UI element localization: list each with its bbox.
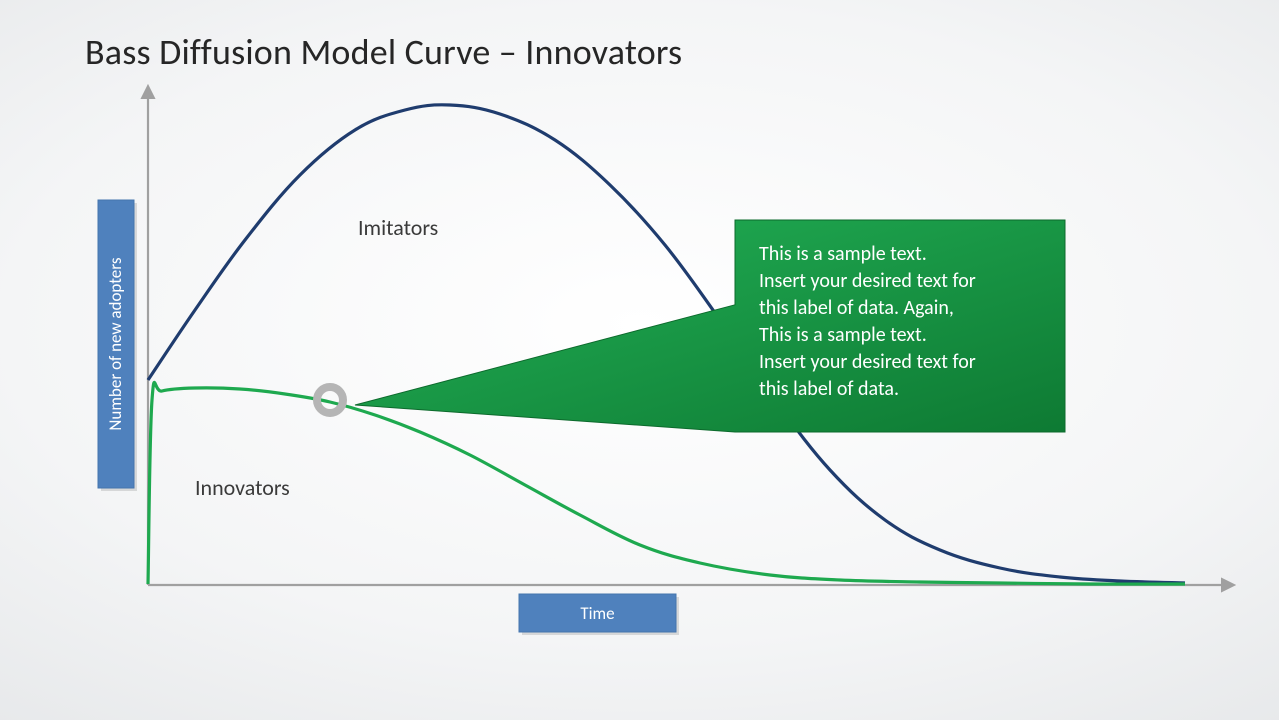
slide: Bass Diffusion Model Curve – Innovators … (0, 0, 1279, 720)
callout-line: Insert your desired text for (759, 269, 976, 293)
data-point-marker (317, 387, 343, 413)
callout-line: this label of data. Again, (759, 296, 954, 320)
callout-box (355, 220, 1065, 432)
y-axis-label: Number of new adopters (105, 257, 126, 430)
callout-line: This is a sample text. (759, 242, 927, 266)
callout-line: this label of data. (759, 377, 899, 401)
bass-diffusion-chart: Imitators Innovators This is a sample te… (0, 0, 1279, 720)
innovators-label: Innovators (195, 474, 290, 501)
callout-line: Insert your desired text for (759, 350, 976, 374)
x-axis-label: Time (580, 603, 614, 624)
imitators-label: Imitators (358, 214, 438, 241)
callout-line: This is a sample text. (759, 323, 927, 347)
